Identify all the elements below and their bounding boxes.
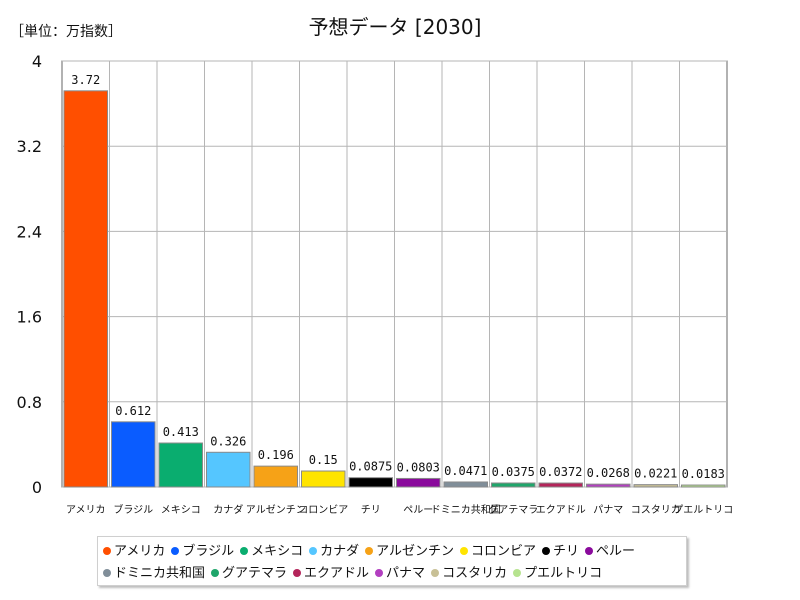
legend-marker-icon [211,569,220,577]
value-label: 3.72 [71,73,100,87]
value-label: 0.0183 [682,467,725,481]
legend-marker-icon [103,569,111,577]
legend: アメリカ ブラジル メキシコ カナダ アルゼンチン コロンビア チリ ペルードミニカ共和国 グア… [97,536,687,586]
value-label: 0.0221 [634,467,677,481]
legend-label: カナダ [320,544,360,559]
legend-item: ペルー [585,541,635,563]
legend-marker-icon [585,547,594,555]
x-tick-label: コスタリカ [631,504,681,516]
legend-label: メキシコ [251,544,304,559]
value-label: 0.15 [309,453,338,467]
value-label: 0.0875 [349,460,392,474]
x-tick-label: メキシコ [161,505,201,516]
bar-ペルー [396,477,441,488]
value-label: 0.0268 [587,466,630,480]
value-label: 0.0471 [444,464,487,478]
legend-label: ブラジル [182,544,235,559]
x-tick-label: ブラジル [113,503,153,516]
x-tick-label: チリ [361,504,381,516]
legend-marker-icon [513,569,522,577]
legend-label: アメリカ [114,544,166,559]
legend-marker-icon [103,547,111,555]
y-tick-label: 0 [32,478,42,497]
legend-item: プエルトリコ [513,563,602,585]
legend-item: コスタリカ [431,563,507,585]
legend-label: エクアドル [304,566,370,581]
legend-marker-icon [460,547,469,555]
bar-エクアドル [538,482,583,488]
x-tick-label: アルゼンチン [246,504,306,516]
value-label: 0.326 [210,434,246,448]
bar-アメリカ [63,90,108,488]
value-label: 0.196 [258,448,294,462]
bar-ブラジル [111,421,156,488]
legend-item: パナマ [375,563,425,585]
x-tick-label: カナダ [213,503,243,516]
x-tick-label: グアテマラ [488,503,538,516]
legend-marker-icon [365,547,374,555]
bar-chart: 予想データ [2030] ［単位：万指数］ 0 0.8 1.6 2.4 3.2 4 3.72… [10,15,734,516]
bar-メキシコ [158,442,203,488]
legend-marker-icon [431,569,440,577]
bar-カナダ [206,451,251,488]
chart-title: 予想データ [2030] [309,15,482,39]
legend-marker-icon [375,569,384,577]
legend-item: グアテマラ [211,563,287,585]
legend-label: グアテマラ [222,566,288,581]
bar-コロンビア [301,470,346,488]
legend-label: ペルー [596,544,636,559]
plot-area: 0 0.8 1.6 2.4 3.2 4 3.72 アメリカ 0.612 ブラジル 0.413 メキシコ… [17,52,734,516]
x-tick-label: ペルー [403,505,433,516]
value-label: 0.612 [115,404,151,418]
legend-item: チリ [542,541,579,563]
legend-item: エクアドル [293,563,369,585]
legend-item: アルゼンチン [365,541,454,563]
x-tick-label: コロンビア [298,504,348,516]
legend-label: チリ [553,544,580,559]
value-label: 0.0803 [397,460,440,474]
legend-label: パナマ [386,566,426,581]
legend-label: コスタリカ [442,566,508,581]
y-tick-label: 3.2 [17,137,42,156]
legend-marker-icon [309,547,318,555]
value-label: 0.0375 [492,465,535,479]
bar-ドミニカ共和国 [443,481,488,488]
legend-item: ブラジル [171,541,234,563]
bar-プエルトリコ [681,484,726,488]
bar-コスタリカ [633,484,678,488]
value-label: 0.413 [163,425,199,439]
legend-item: メキシコ [240,541,303,563]
legend-marker-icon [171,547,180,555]
legend-label: ドミニカ共和国 [114,566,206,581]
x-tick-label: ドミニカ共和国 [431,504,501,516]
legend-marker-icon [240,547,249,555]
legend-label: プエルトリコ [524,566,603,581]
bar-グアテマラ [491,482,536,488]
x-tick-label: エクアドル [536,504,586,516]
bar-アルゼンチン [253,465,298,488]
bar-パナマ [586,483,631,488]
x-tick-label: パナマ [593,504,623,516]
x-tick-label: プエルトリコ [673,504,733,516]
legend-marker-icon [542,547,551,555]
y-tick-label: 1.6 [17,308,42,327]
y-tick-label: 0.8 [17,393,42,412]
unit-label: ［単位：万指数］ [10,24,122,40]
legend-item: コロンビア [460,541,536,563]
bar-チリ [348,477,393,488]
legend-marker-icon [293,569,302,577]
legend-item: ドミニカ共和国 [103,563,205,585]
y-tick-label: 4 [32,52,42,71]
value-label: 0.0372 [539,465,582,479]
legend-label: アルゼンチン [376,544,455,559]
legend-item: カナダ [309,541,359,563]
legend-label: コロンビア [471,544,537,559]
legend-item: アメリカ [103,541,165,563]
x-tick-label: アメリカ [66,504,106,516]
y-tick-label: 2.4 [17,222,42,241]
